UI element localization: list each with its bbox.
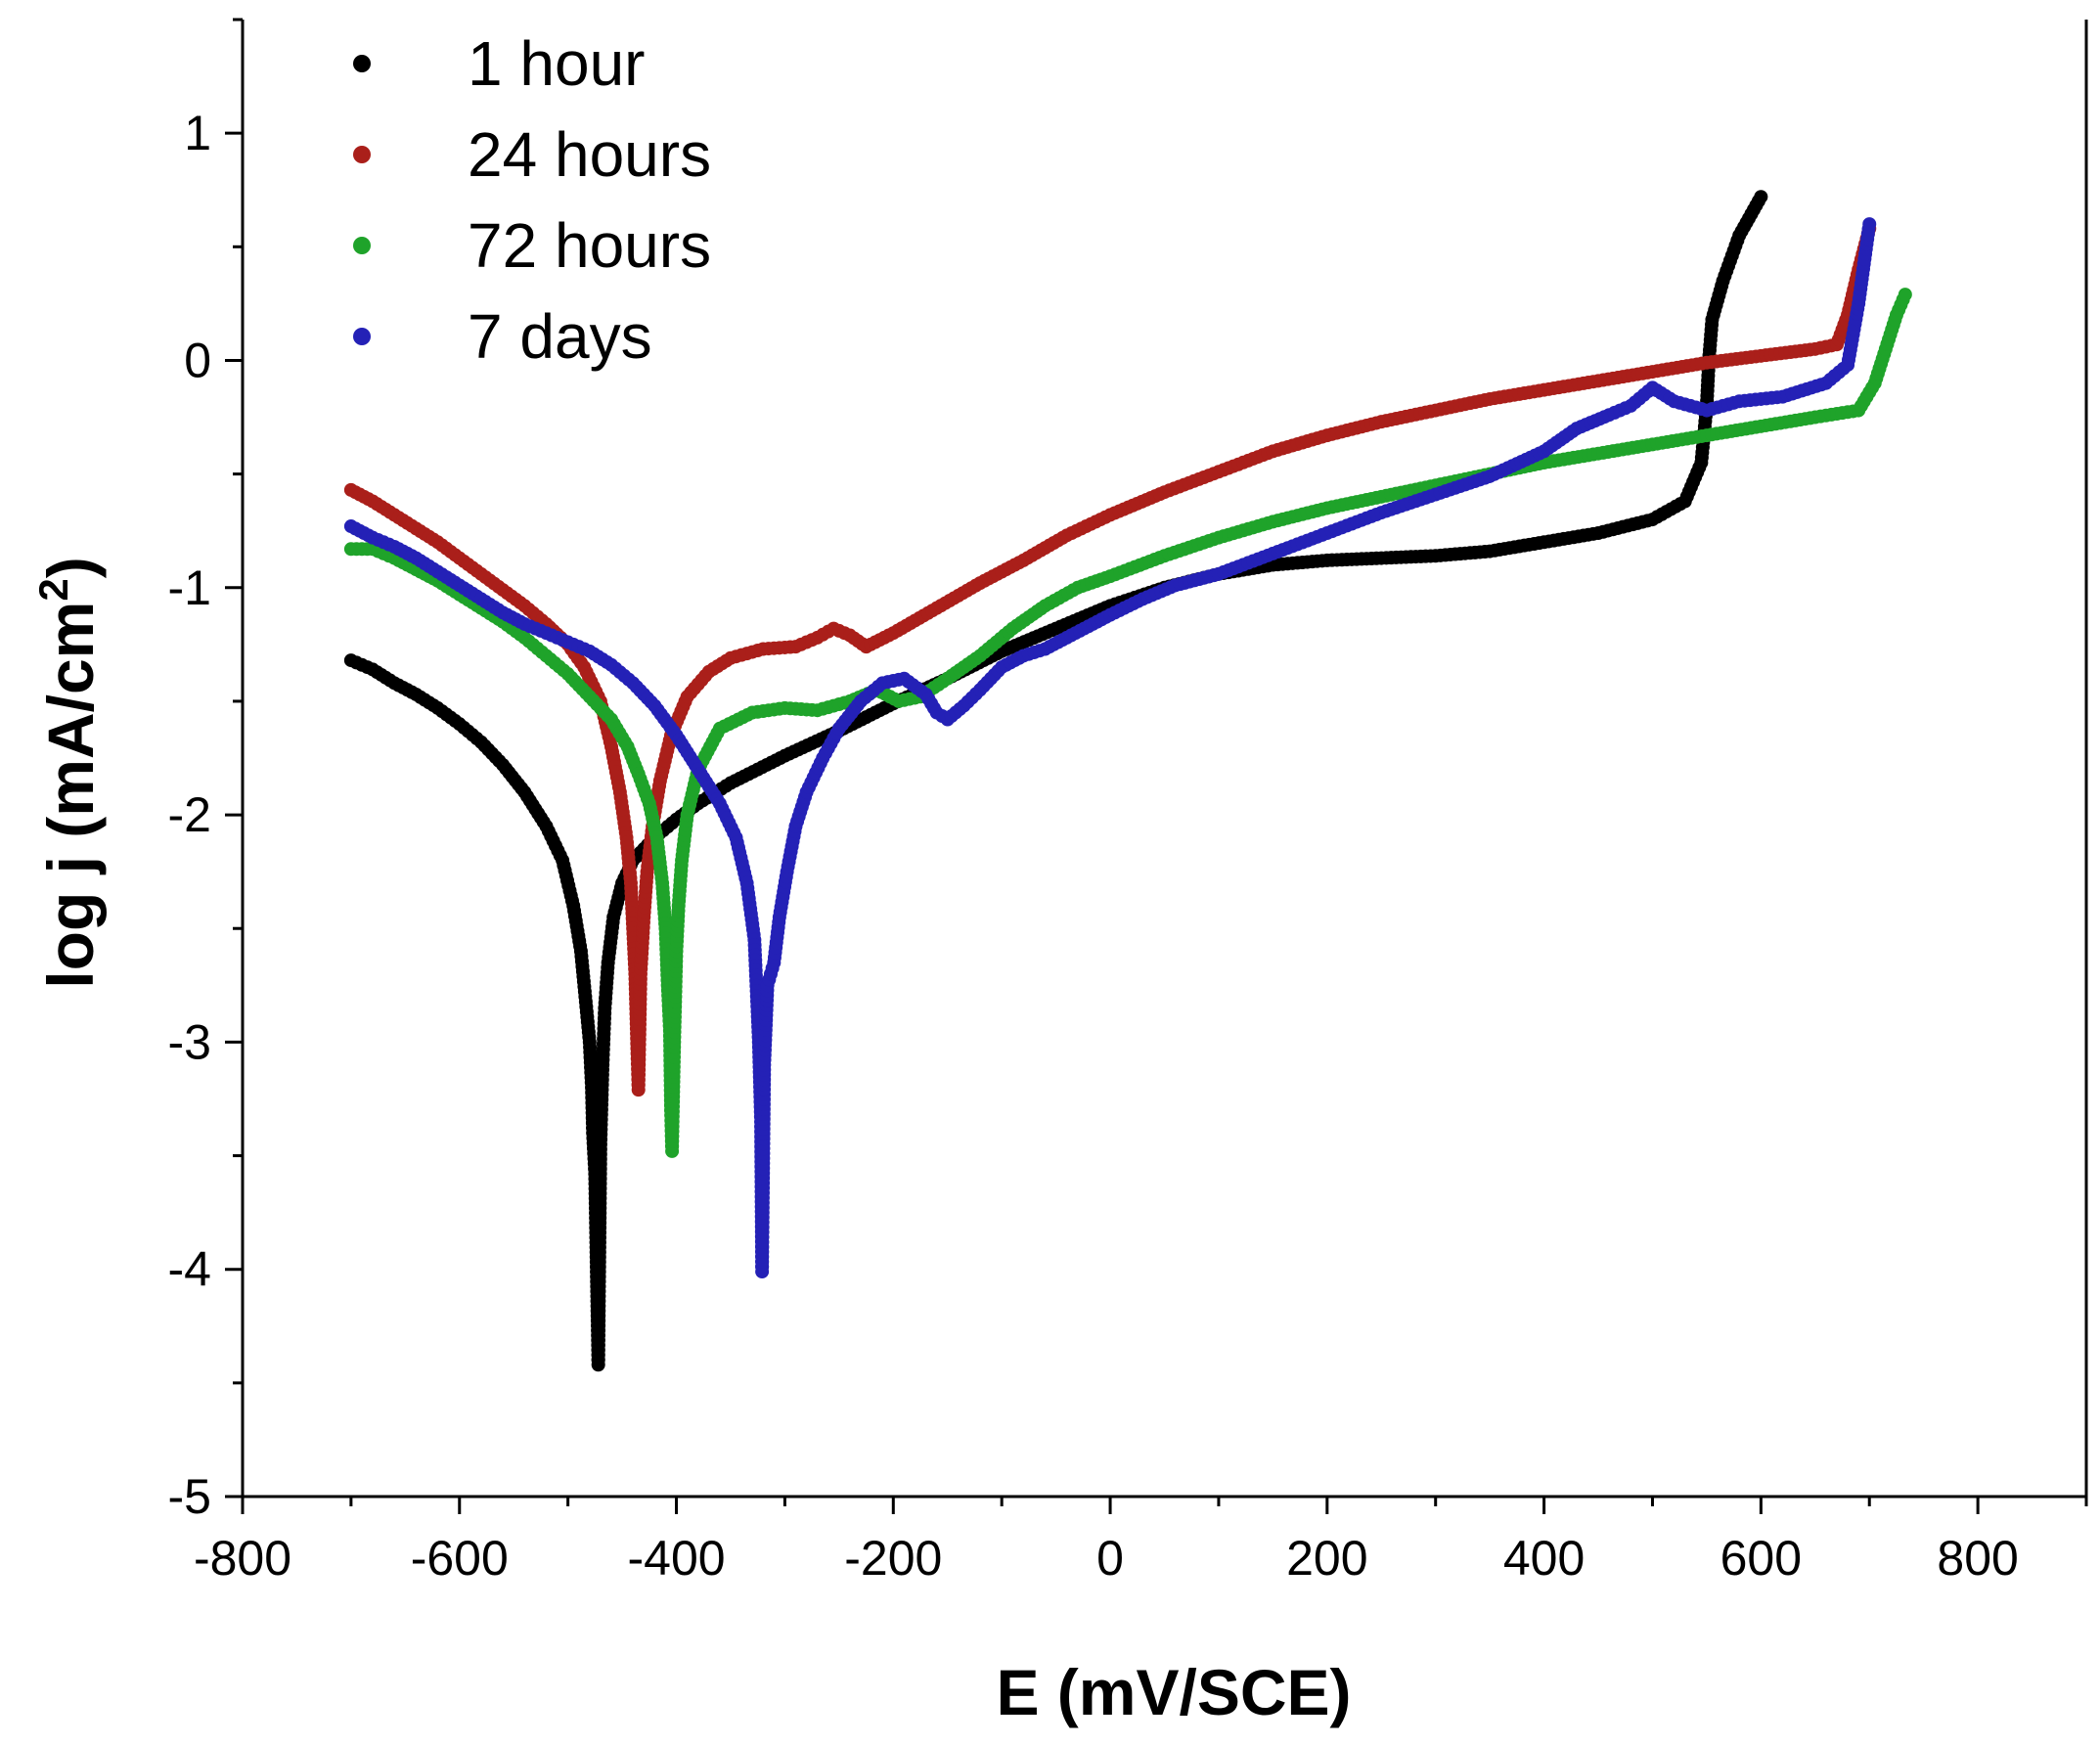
x-tick-label: -400 bbox=[627, 1531, 725, 1586]
y-axis-title-close: ) bbox=[34, 557, 107, 578]
data-point bbox=[1754, 190, 1768, 204]
series-7-days bbox=[343, 217, 1877, 1279]
x-tick-label: 600 bbox=[1720, 1531, 1802, 1586]
y-tick-label: -1 bbox=[168, 560, 211, 615]
x-tick-label: 0 bbox=[1096, 1531, 1124, 1586]
y-axis-title: log j (mA/cm2) bbox=[30, 557, 107, 988]
legend-label: 24 hours bbox=[468, 119, 711, 190]
y-tick-label: 1 bbox=[184, 106, 211, 160]
y-tick-label: -4 bbox=[168, 1242, 211, 1297]
x-tick-label: -800 bbox=[194, 1531, 291, 1586]
y-tick-label: -3 bbox=[168, 1014, 211, 1069]
data-point bbox=[1862, 217, 1877, 232]
y-axis-title-superscript: 2 bbox=[30, 578, 76, 601]
x-tick-label: 800 bbox=[1937, 1531, 2018, 1586]
plot-frame bbox=[241, 20, 2088, 1499]
legend-label: 1 hour bbox=[468, 28, 645, 99]
legend-label: 7 days bbox=[468, 301, 652, 372]
legend: 1 hour 24 hours 72 hours 7 days bbox=[353, 28, 711, 372]
y-tick-label: -2 bbox=[168, 787, 211, 842]
y-tick-label: 0 bbox=[184, 333, 211, 387]
y-axis: 1 0 -1 -2 -3 -4 -5 bbox=[168, 18, 243, 1524]
legend-marker bbox=[353, 55, 371, 72]
x-tick-label: -600 bbox=[411, 1531, 509, 1586]
legend-marker bbox=[353, 237, 371, 254]
series-1-hour bbox=[343, 190, 1768, 1372]
legend-marker bbox=[353, 328, 371, 345]
legend-marker bbox=[353, 146, 371, 163]
series-layer bbox=[343, 190, 1912, 1372]
x-tick-label: -200 bbox=[844, 1531, 942, 1586]
x-tick-label: 400 bbox=[1503, 1531, 1585, 1586]
y-axis-title-main: log j (mA/cm bbox=[34, 602, 107, 989]
series-24-hours bbox=[343, 221, 1877, 1097]
x-axis: -800 -600 -400 -200 0 200 400 600 800 bbox=[194, 1497, 2088, 1586]
legend-label: 72 hours bbox=[468, 210, 711, 281]
data-point bbox=[1898, 288, 1912, 302]
y-tick-label: -5 bbox=[168, 1469, 211, 1524]
series-72-hours bbox=[343, 288, 1912, 1158]
x-axis-title: E (mV/SCE) bbox=[996, 1656, 1351, 1728]
x-tick-label: 200 bbox=[1286, 1531, 1367, 1586]
